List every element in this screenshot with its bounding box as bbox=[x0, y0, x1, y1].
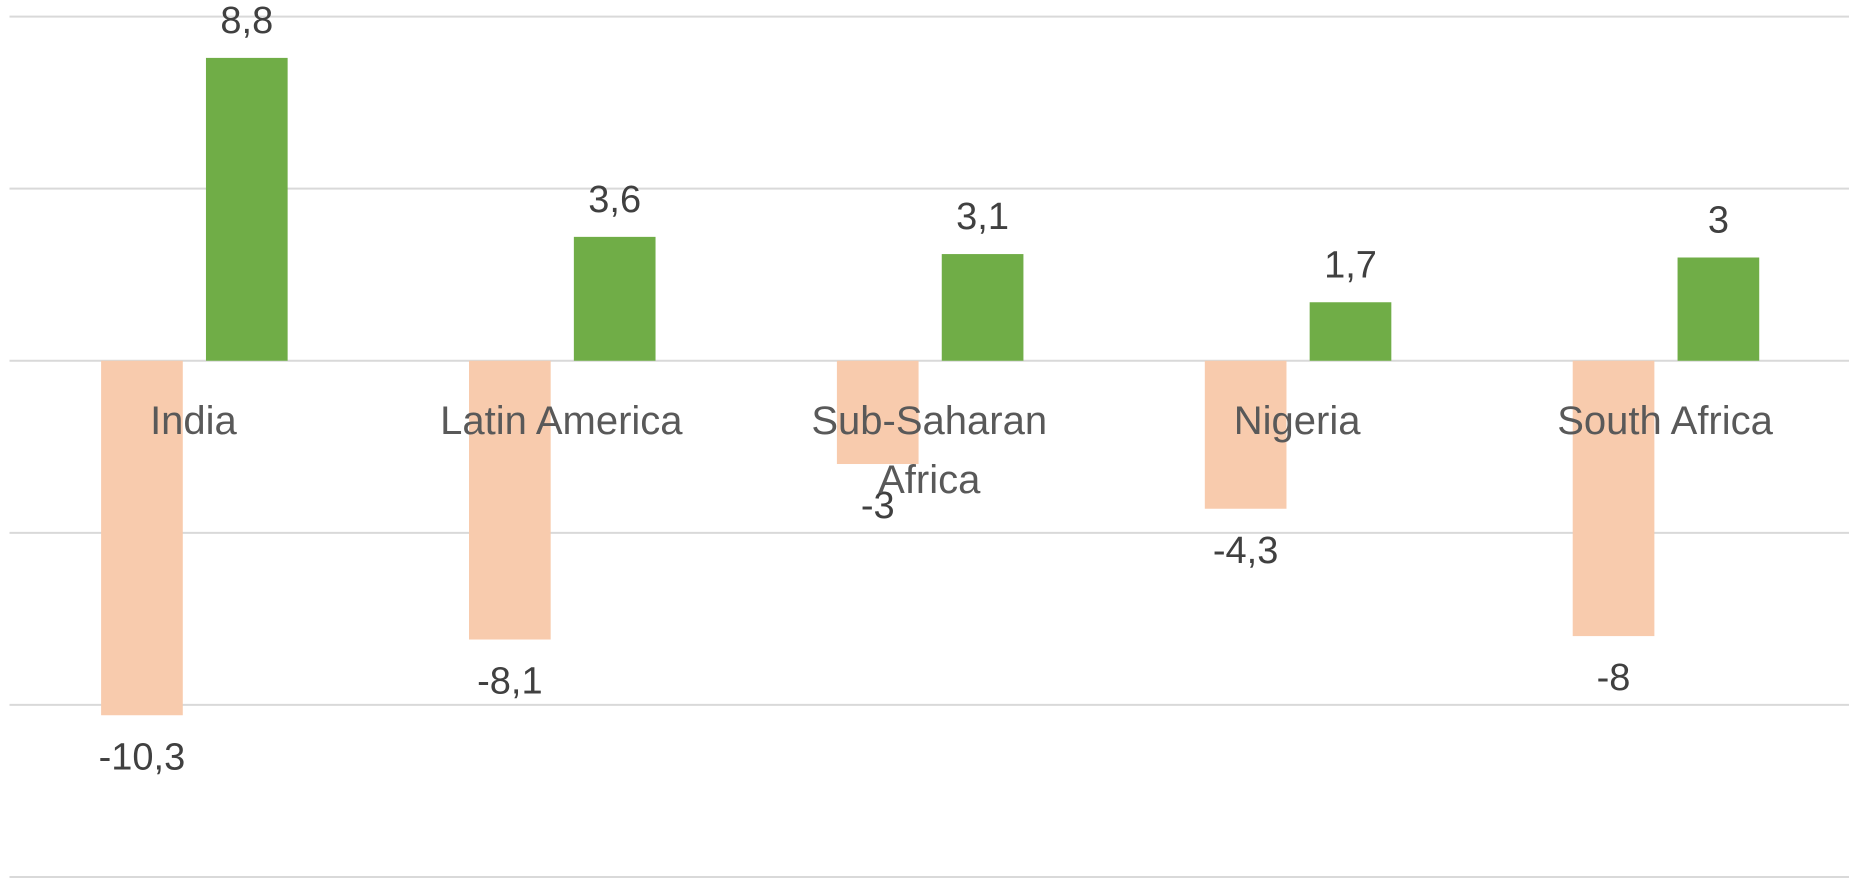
x-tick-label: India bbox=[150, 398, 237, 443]
x-tick-label: Latin America bbox=[440, 398, 683, 443]
bar bbox=[1309, 302, 1392, 361]
bar bbox=[941, 254, 1024, 361]
data-label: -3 bbox=[861, 485, 895, 527]
x-tick-label: Sub-Saharan Africa bbox=[811, 398, 1048, 502]
data-label: 1,7 bbox=[1324, 244, 1377, 286]
bar bbox=[101, 360, 183, 716]
data-label: 8,8 bbox=[220, 0, 273, 42]
data-label: 3,6 bbox=[588, 179, 641, 221]
bar bbox=[1677, 257, 1760, 361]
bar bbox=[469, 360, 551, 640]
bar bbox=[573, 236, 656, 361]
bar bbox=[1572, 360, 1655, 637]
x-tick-label: Nigeria bbox=[1233, 398, 1361, 443]
bar bbox=[205, 57, 288, 361]
bar bbox=[1204, 360, 1287, 509]
data-label: -8,1 bbox=[477, 661, 542, 703]
data-label: 3,1 bbox=[956, 196, 1009, 238]
data-label: -10,3 bbox=[99, 736, 186, 778]
data-label: 3 bbox=[1708, 200, 1729, 242]
data-label: -4,3 bbox=[1213, 530, 1278, 572]
data-label: -8 bbox=[1597, 657, 1631, 699]
bar bbox=[836, 360, 919, 465]
x-tick-label: South Africa bbox=[1557, 398, 1773, 443]
